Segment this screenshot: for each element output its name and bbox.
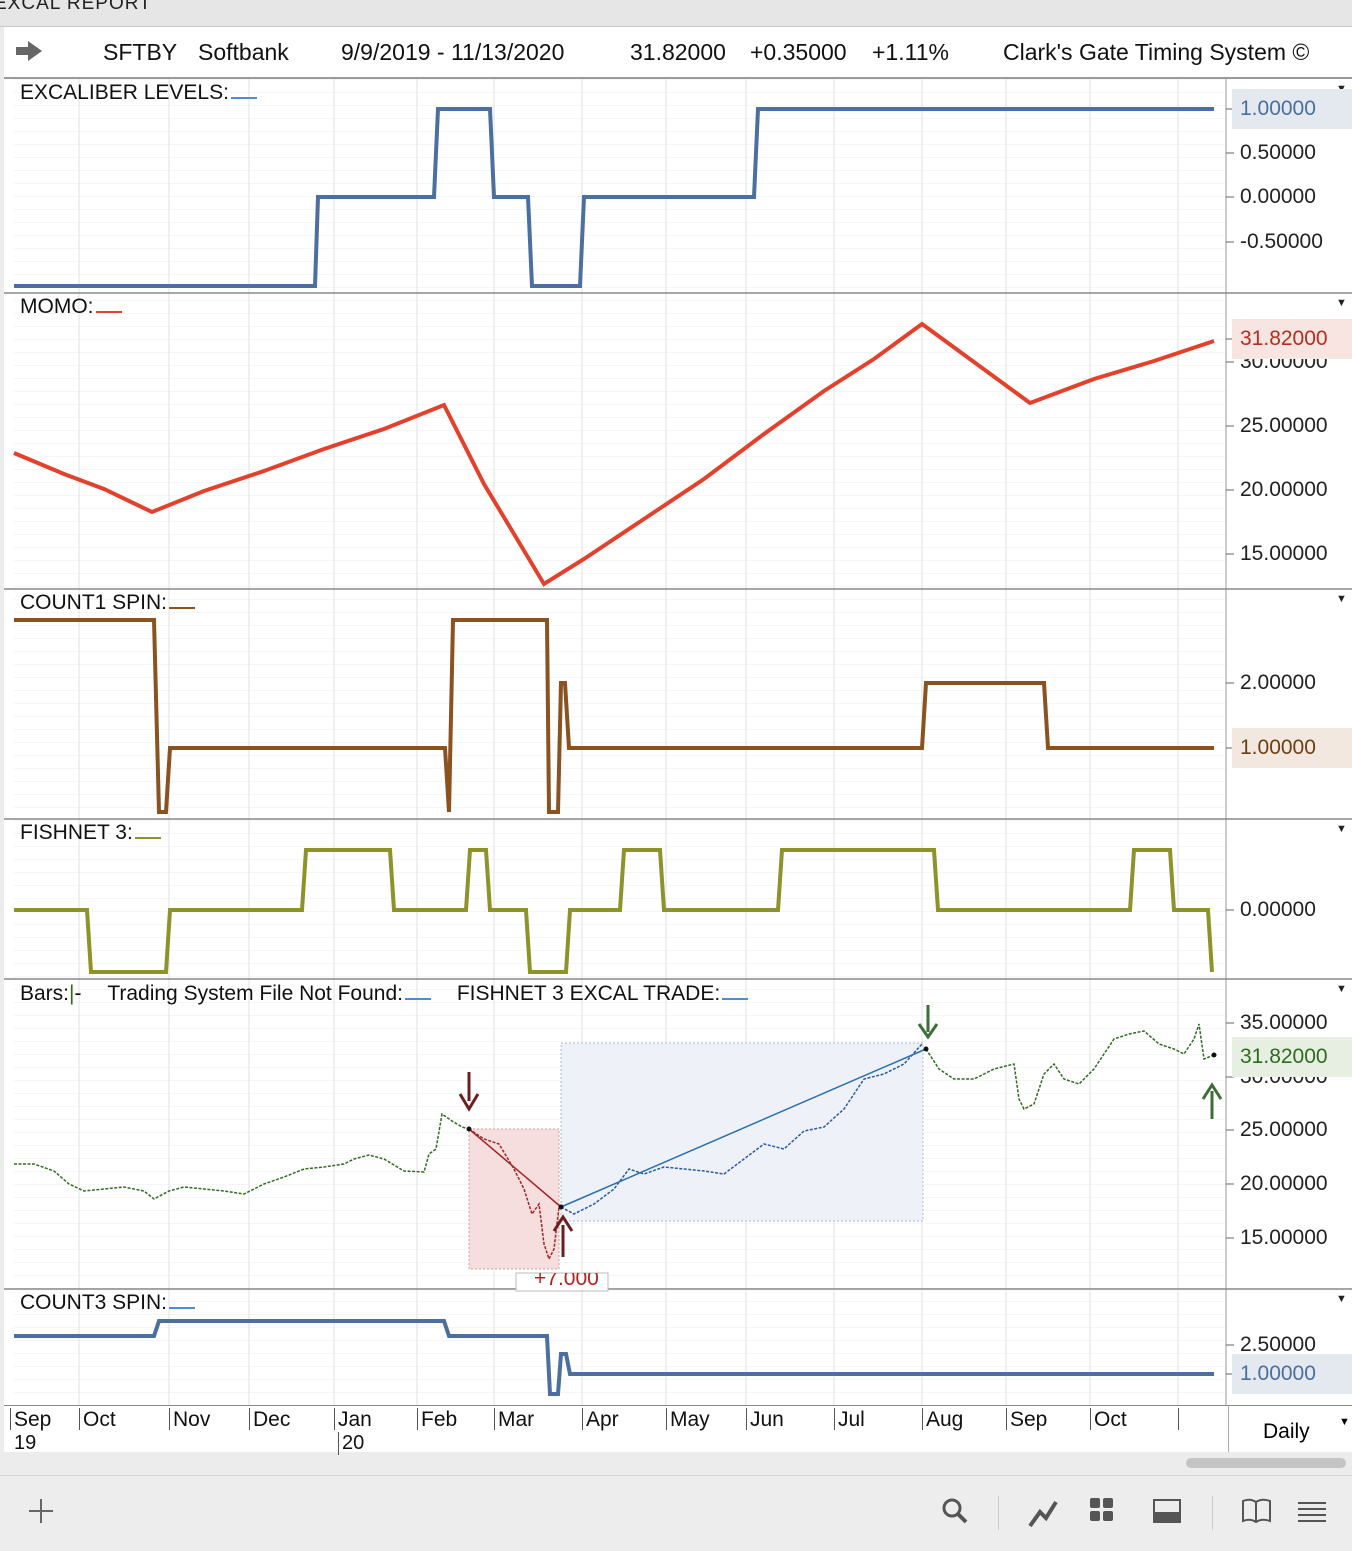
long-trend-line	[560, 1048, 927, 1208]
book-icon[interactable]	[1240, 1496, 1274, 1526]
symbol-header: SFTBY Softbank 9/9/2019 - 11/13/2020 31.…	[4, 27, 1352, 79]
x-year-label: 19	[14, 1432, 37, 1454]
panel-menu-icon[interactable]: ▼	[1336, 983, 1347, 995]
momo-current-value: 31.82000	[1232, 319, 1352, 359]
count3-current-value: 1.00000	[1232, 1354, 1352, 1394]
grid-icon[interactable]	[1088, 1496, 1116, 1524]
fishnet-label: FISHNET 3:	[20, 821, 161, 845]
panel-menu-icon[interactable]: ▼	[1336, 823, 1347, 835]
date-range: 9/9/2019 - 11/13/2020	[341, 39, 565, 65]
x-month-tick	[1178, 1408, 1182, 1430]
momo-line	[13, 321, 1215, 587]
chart-area[interactable]: EXCALIBER LEVELS: MOMO: COUNT1 SPIN: FIS…	[4, 79, 1352, 1405]
excaliber-line	[14, 107, 1214, 288]
interval-select[interactable]: Daily ▼	[1228, 1405, 1352, 1452]
price-bars-pre	[14, 1112, 470, 1200]
short-trend-line	[468, 1128, 562, 1208]
price-change-pct: +1.11%	[872, 39, 949, 65]
long-trade-box	[560, 1042, 924, 1222]
short-trade-box	[468, 1128, 560, 1270]
y-ticks	[1226, 108, 1234, 1375]
count1-current-value: 1.00000	[1232, 728, 1352, 768]
x-month-label: Aug	[922, 1408, 963, 1431]
x-month-label: Jul	[834, 1408, 865, 1431]
system-name: Clark's Gate Timing System ©	[1003, 39, 1310, 65]
x-month-label: Oct	[79, 1408, 116, 1431]
fishnet-trade-label: FISHNET 3 EXCAL TRADE:	[456, 982, 721, 1005]
price-bars-short	[468, 1128, 560, 1261]
y-tick-label: 2.50000	[1240, 1333, 1316, 1356]
symbol[interactable]: SFTBY	[103, 39, 178, 65]
excaliber-label: EXCALIBER LEVELS:	[20, 81, 257, 105]
x-axis[interactable]: Sep Oct Nov Dec Jan Feb Mar Apr May Jun …	[4, 1405, 1228, 1455]
panel-menu-icon[interactable]: ▼	[1336, 593, 1347, 605]
x-month-label: Dec	[249, 1408, 290, 1431]
x-month-label: Mar	[494, 1408, 534, 1431]
x-month-label: Jun	[746, 1408, 784, 1431]
last-price: 31.82000	[630, 39, 726, 65]
momo-label: MOMO:	[20, 295, 122, 319]
y-tick-label: 25.00000	[1240, 1118, 1328, 1141]
y-tick-label: 15.00000	[1240, 1226, 1328, 1249]
count1-label: COUNT1 SPIN:	[20, 591, 196, 615]
x-month-label: Oct	[1090, 1408, 1127, 1431]
trade-result-tag	[515, 1272, 609, 1292]
sell-arrow-icon	[458, 1072, 480, 1112]
draw-line-icon[interactable]	[1026, 1496, 1060, 1530]
y-tick-label: 0.00000	[1240, 898, 1316, 921]
x-month-label: May	[666, 1408, 710, 1431]
horizontal-scrollbar[interactable]	[1186, 1458, 1346, 1468]
company-name: Softbank	[198, 39, 289, 65]
bars-label: Bars:|- Trading System File Not Found: F…	[20, 982, 749, 1006]
window-title: EXCAL REPORT	[0, 0, 152, 14]
count3-line	[14, 1319, 1214, 1396]
x-month-label: Feb	[417, 1408, 457, 1431]
x-month-label: Sep	[1006, 1408, 1047, 1431]
panel-menu-icon[interactable]: ▼	[1336, 1293, 1347, 1305]
x-month-label: Sep	[10, 1408, 51, 1431]
add-icon[interactable]	[26, 1496, 56, 1526]
x-month-label: Apr	[582, 1408, 619, 1431]
y-tick-label: 35.00000	[1240, 1011, 1328, 1034]
exit-arrow-icon	[917, 1005, 939, 1040]
trade-result: +7.000	[534, 1273, 598, 1289]
trading-system-label: Trading System File Not Found:	[107, 982, 403, 1005]
arrow-right-icon[interactable]	[14, 39, 44, 63]
price-change: +0.35000	[750, 39, 847, 65]
window-titlebar: EXCAL REPORT	[0, 0, 1352, 27]
layout-icon[interactable]	[1152, 1496, 1182, 1526]
panel-menu-icon[interactable]: ▼	[1336, 297, 1347, 309]
y-tick-label: 0.00000	[1240, 185, 1316, 208]
interval-label: Daily	[1263, 1420, 1310, 1443]
search-icon[interactable]	[940, 1496, 970, 1526]
count3-label: COUNT3 SPIN:	[20, 1291, 196, 1315]
x-month-label: Jan	[334, 1408, 372, 1431]
panel-separators	[4, 292, 1352, 1290]
y-tick-label: 25.00000	[1240, 414, 1328, 437]
bottom-toolbar	[0, 1475, 1352, 1551]
fishnet-line	[14, 848, 1214, 974]
y-tick-label: 2.00000	[1240, 671, 1316, 694]
x-year-label: 20	[338, 1432, 364, 1455]
y-tick-label: 20.00000	[1240, 1172, 1328, 1195]
excaliber-current-value: 1.00000	[1232, 89, 1352, 129]
buy-arrow-icon	[1201, 1082, 1223, 1119]
cover-arrow-icon	[552, 1214, 574, 1257]
y-tick-label: 0.50000	[1240, 141, 1316, 164]
count1-line	[14, 618, 1214, 814]
menu-icon[interactable]	[1296, 1496, 1328, 1526]
chart-canvas	[4, 79, 1352, 1405]
y-tick-label: -0.50000	[1240, 230, 1323, 253]
chevron-down-icon: ▼	[1339, 1416, 1350, 1428]
y-tick-label: 20.00000	[1240, 478, 1328, 501]
x-month-label: Nov	[169, 1408, 210, 1431]
y-tick-label: 15.00000	[1240, 542, 1328, 565]
price-current-value: 31.82000	[1232, 1037, 1352, 1077]
